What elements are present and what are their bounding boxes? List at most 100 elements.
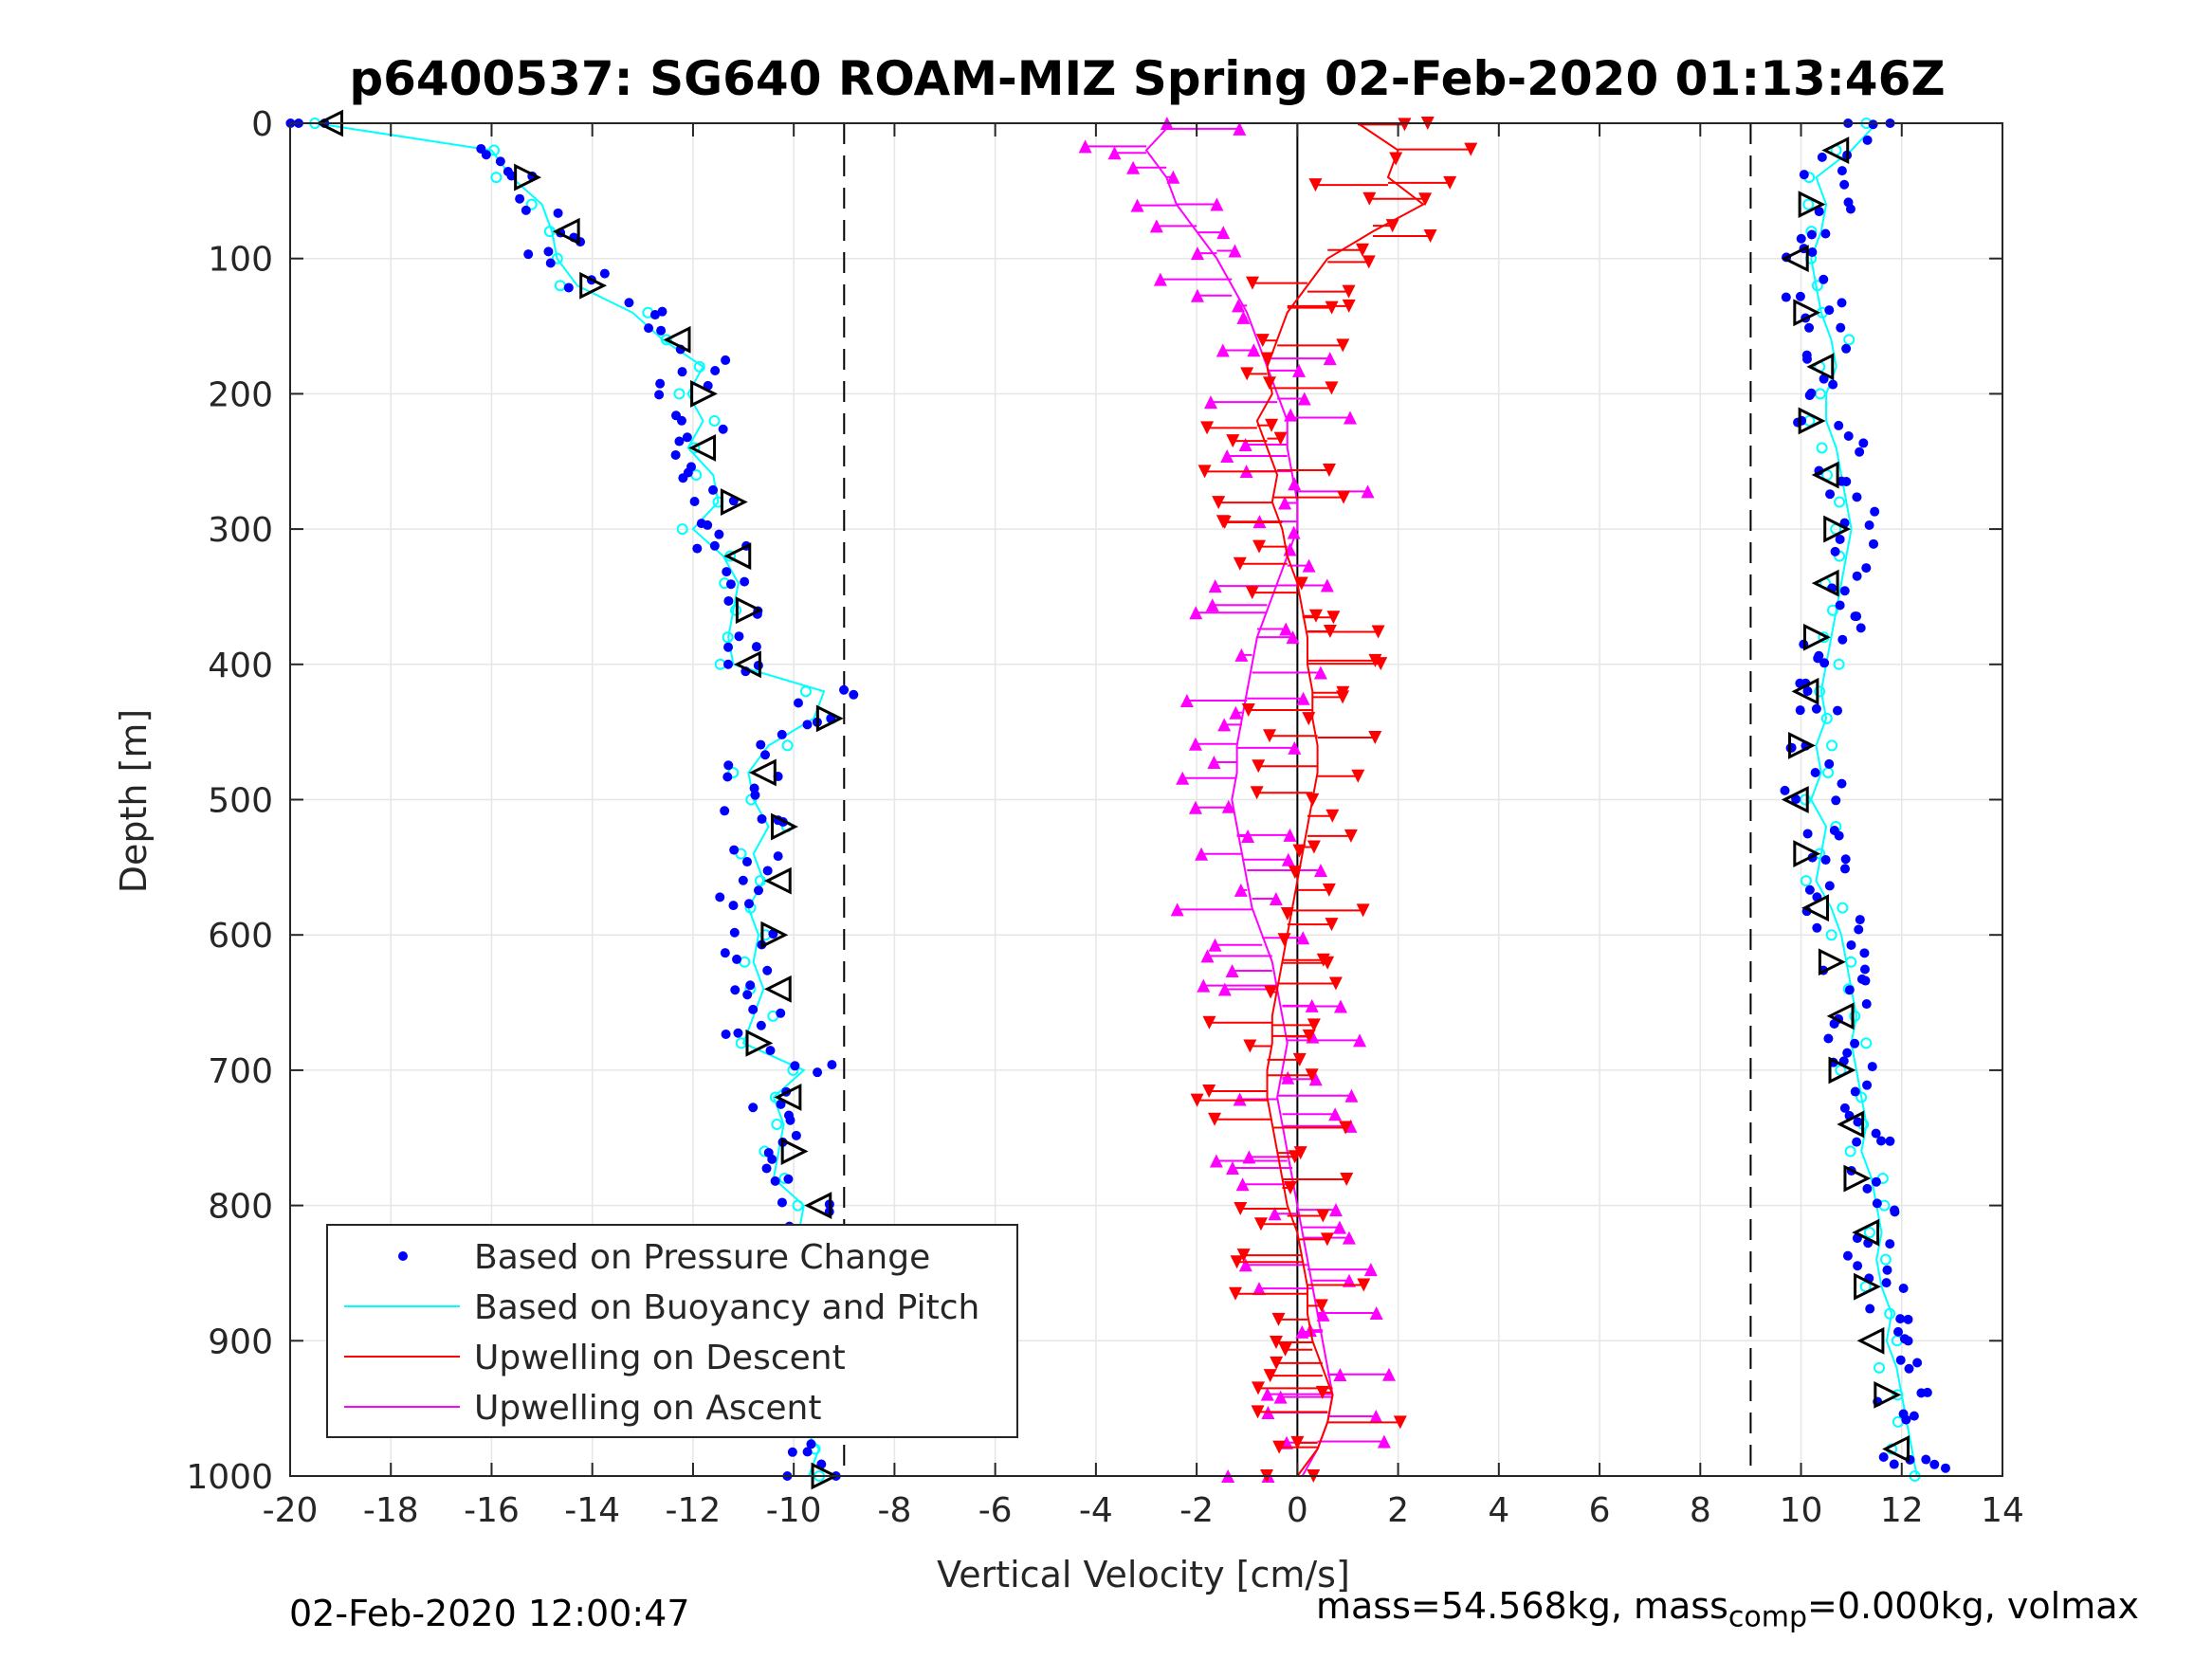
upwelling-ascent-marker	[1281, 852, 1295, 866]
ascent-triangle-marker	[1874, 1380, 1902, 1409]
descent-pressure-point	[714, 529, 724, 539]
upwelling-ascent-marker	[1217, 718, 1232, 732]
upwelling-descent-marker	[1308, 178, 1323, 192]
upwelling-ascent-marker	[1308, 1072, 1323, 1086]
upwelling-descent-marker	[1322, 883, 1336, 897]
ascent-pressure-point	[1837, 298, 1847, 308]
ascent-buoyancy-point	[1892, 1389, 1904, 1401]
upwelling-ascent-marker	[1288, 477, 1302, 491]
descent-pressure-point	[757, 813, 767, 824]
ascent-pressure-point	[1903, 1314, 1913, 1324]
upwelling-descent-marker	[1226, 434, 1240, 448]
descent-triangle-marker	[815, 704, 844, 733]
y-tick-label: 100	[208, 241, 273, 280]
upwelling-descent-marker	[1269, 1336, 1283, 1350]
upwelling-ascent-marker	[1126, 160, 1141, 174]
ascent-pressure-point	[1929, 1459, 1940, 1469]
descent-buoyancy-point	[722, 631, 734, 644]
upwelling-descent-marker	[1208, 1112, 1222, 1126]
upwelling-descent-marker	[1236, 1249, 1251, 1263]
ascent-pressure-point	[1850, 1038, 1860, 1048]
upwelling-ascent-marker	[1316, 1307, 1330, 1322]
upwelling-ascent-marker	[1078, 139, 1092, 154]
descent-pressure-point	[813, 1067, 823, 1078]
ascent-pressure-point	[1812, 922, 1822, 933]
x-tick-label: -14	[564, 1491, 620, 1530]
upwelling-ascent-marker	[1361, 484, 1375, 499]
ascent-pressure-point	[1872, 1198, 1882, 1209]
ascent-pressure-point	[1890, 1205, 1900, 1215]
ascent-buoyancy-point	[1834, 496, 1846, 508]
ascent-triangle-marker	[1798, 407, 1826, 435]
upwelling-ascent-marker	[1286, 630, 1300, 645]
ascent-pressure-point	[1833, 705, 1843, 716]
upwelling-descent-marker	[1234, 1201, 1248, 1215]
ascent-pressure-point	[1842, 1250, 1853, 1261]
descent-pressure-point	[718, 424, 728, 434]
descent-pressure-point	[738, 875, 748, 885]
upwelling-descent-marker	[1253, 1217, 1268, 1231]
ascent-pressure-point	[1802, 829, 1813, 839]
x-tick-label: 0	[1287, 1491, 1308, 1530]
upwelling-ascent-marker	[1208, 579, 1222, 593]
ascent-pressure-point	[1837, 778, 1847, 789]
ascent-pressure-point	[1871, 1128, 1881, 1139]
upwelling-descent-marker	[1340, 1173, 1354, 1187]
ascent-pressure-point	[1843, 197, 1854, 208]
upwelling-descent-marker	[1302, 1029, 1316, 1043]
descent-pressure-point	[806, 1439, 816, 1449]
descent-triangle-marker	[780, 1138, 809, 1165]
ascent-triangle-marker	[1843, 1164, 1872, 1193]
descent-pressure-point	[756, 739, 766, 750]
ascent-pressure-point	[1804, 322, 1815, 333]
upwelling-descent-marker	[1342, 284, 1356, 299]
upwelling-ascent-marker	[1353, 1033, 1367, 1048]
upwelling-ascent-marker	[1284, 408, 1298, 422]
upwelling-ascent-marker	[1217, 982, 1232, 996]
descent-pressure-point	[671, 410, 682, 421]
descent-pressure-point	[722, 772, 733, 782]
descent-triangle-marker	[734, 650, 761, 679]
ascent-pressure-point	[1940, 1463, 1950, 1473]
descent-pressure-point	[563, 283, 574, 293]
upwelling-descent-marker	[1293, 1146, 1307, 1160]
ascent-pressure-point	[1921, 1454, 1931, 1465]
descent-pressure-point	[683, 467, 693, 478]
y-tick-label: 200	[208, 375, 273, 414]
ascent-pressure-point	[1780, 785, 1790, 795]
upwelling-ascent-marker	[1381, 1367, 1396, 1381]
descent-pressure-point	[723, 642, 734, 652]
ascent-pressure-point	[1834, 830, 1844, 841]
ascent-pressure-point	[1811, 703, 1821, 714]
upwelling-ascent-marker	[1233, 1092, 1247, 1106]
descent-pressure-point	[740, 576, 750, 587]
upwelling-descent-marker	[1228, 1286, 1242, 1301]
descent-triangle-marker	[748, 758, 777, 787]
descent-pressure-point	[762, 866, 773, 876]
upwelling-descent-marker	[1356, 903, 1370, 918]
descent-pressure-point	[732, 954, 742, 964]
upwelling-ascent-marker	[1283, 828, 1297, 842]
upwelling-ascent-marker	[1313, 864, 1327, 878]
descent-pressure-point	[733, 1028, 743, 1038]
upwelling-ascent-marker	[1238, 1258, 1252, 1272]
descent-triangle-marker	[735, 596, 763, 625]
descent-pressure-point	[543, 246, 554, 257]
descent-pressure-point	[745, 980, 756, 991]
upwelling-ascent-marker	[1228, 244, 1242, 258]
descent-pressure-point	[710, 365, 721, 375]
upwelling-ascent-marker	[1302, 558, 1316, 573]
x-tick-label: -20	[263, 1491, 319, 1530]
descent-pressure-point	[656, 325, 667, 336]
upwelling-descent-marker	[1280, 906, 1294, 921]
x-tick-label: 2	[1387, 1491, 1409, 1530]
upwelling-descent-marker	[1252, 1381, 1266, 1395]
upwelling-ascent-marker	[1288, 740, 1302, 755]
upwelling-descent-marker	[1240, 367, 1254, 381]
ascent-pressure-point	[1885, 1239, 1895, 1249]
upwelling-ascent-marker	[1287, 525, 1301, 539]
mass-subscript: comp	[1728, 1600, 1808, 1634]
mass-text: mass=54.568kg, mass	[1316, 1585, 1728, 1627]
ascent-buoyancy-point	[1826, 739, 1838, 752]
